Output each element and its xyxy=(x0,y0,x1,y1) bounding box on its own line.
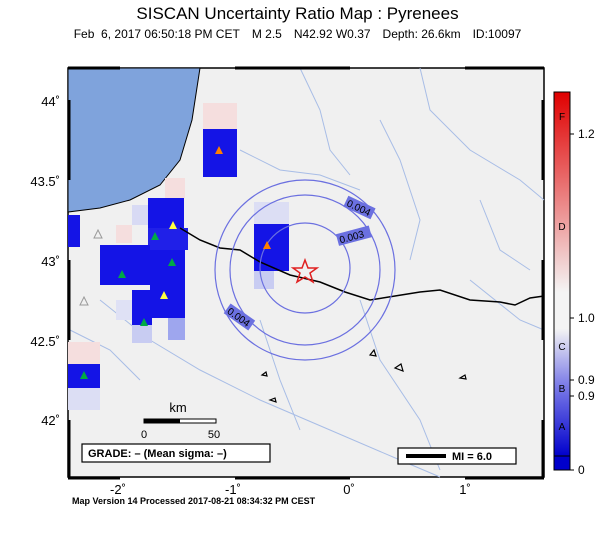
colorbar-value: 0.9 xyxy=(578,389,595,403)
station-triangle xyxy=(215,146,223,154)
islands xyxy=(260,348,467,403)
event-depth: Depth: 26.6km xyxy=(382,27,461,41)
scale-unit: km xyxy=(169,400,186,415)
mi-text: MI = 6.0 xyxy=(452,451,492,463)
station-triangle xyxy=(151,232,159,240)
event-magnitude: M 2.5 xyxy=(251,27,282,41)
station-triangle xyxy=(79,295,89,306)
station-triangle xyxy=(160,291,168,299)
x-axis-labels: -2˚ -1˚ 0˚ 1˚ xyxy=(110,482,471,497)
scale-end: 50 xyxy=(208,429,220,441)
uncertainty-contours xyxy=(214,179,396,361)
scale-bar: km 0 50 xyxy=(141,400,220,441)
station-triangle xyxy=(93,228,103,239)
event-id: ID:10097 xyxy=(472,27,522,41)
frame-ticks xyxy=(67,66,545,480)
colorbar-value: 1.2 xyxy=(578,127,595,141)
event-date: Feb 6, 2017 06:50:18 PM CET xyxy=(73,27,240,41)
x-tick: -1˚ xyxy=(225,482,241,497)
map-title: SISCAN Uncertainty Ratio Map : Pyrenees xyxy=(136,4,459,23)
station-triangle xyxy=(80,371,88,379)
epicenter-star-icon xyxy=(290,257,320,284)
colorbar-value: 0.9 xyxy=(578,373,595,387)
station-triangle xyxy=(140,318,148,326)
grade-letter: B xyxy=(559,384,566,395)
x-tick: 0˚ xyxy=(343,482,355,497)
grade-text: GRADE: – (Mean sigma: –) xyxy=(88,448,227,460)
border-france-spain xyxy=(179,227,545,306)
grade-letter: C xyxy=(558,342,565,353)
station-triangle xyxy=(118,270,126,278)
colorbar-value: 0 xyxy=(578,463,585,477)
y-tick: 42.5˚ xyxy=(30,334,60,349)
mi-box: MI = 6.0 xyxy=(397,447,517,465)
y-tick: 43˚ xyxy=(41,254,60,269)
grade-letter: D xyxy=(558,222,565,233)
scale-start: 0 xyxy=(141,429,147,441)
station-triangle xyxy=(169,221,177,229)
x-tick: 1˚ xyxy=(459,482,471,497)
sea-area xyxy=(67,67,201,213)
station-triangle xyxy=(168,258,176,266)
grade-letter: F xyxy=(559,112,565,123)
event-info: Feb 6, 2017 06:50:18 PM CET M 2.5 N42.92 W… xyxy=(0,27,595,41)
grade-box: GRADE: – (Mean sigma: –) xyxy=(81,443,271,463)
grade-letter: A xyxy=(559,422,566,433)
stations xyxy=(79,146,271,379)
map-footer: Map Version 14 Processed 2017-08-21 08:3… xyxy=(72,496,316,506)
y-tick: 42˚ xyxy=(41,413,60,428)
x-tick: -2˚ xyxy=(110,482,126,497)
y-axis-labels: 44˚ 43.5˚ 43˚ 42.5˚ 42˚ xyxy=(30,94,60,428)
y-tick: 43.5˚ xyxy=(30,174,60,189)
event-location: N42.92 W0.37 xyxy=(293,27,371,41)
y-tick: 44˚ xyxy=(41,94,60,109)
colorbar-value: 1.0 xyxy=(578,311,595,325)
colorbar: F D C B A 1.2 1.0 0.9 0.9 0 xyxy=(553,91,595,477)
station-triangle xyxy=(263,241,271,249)
